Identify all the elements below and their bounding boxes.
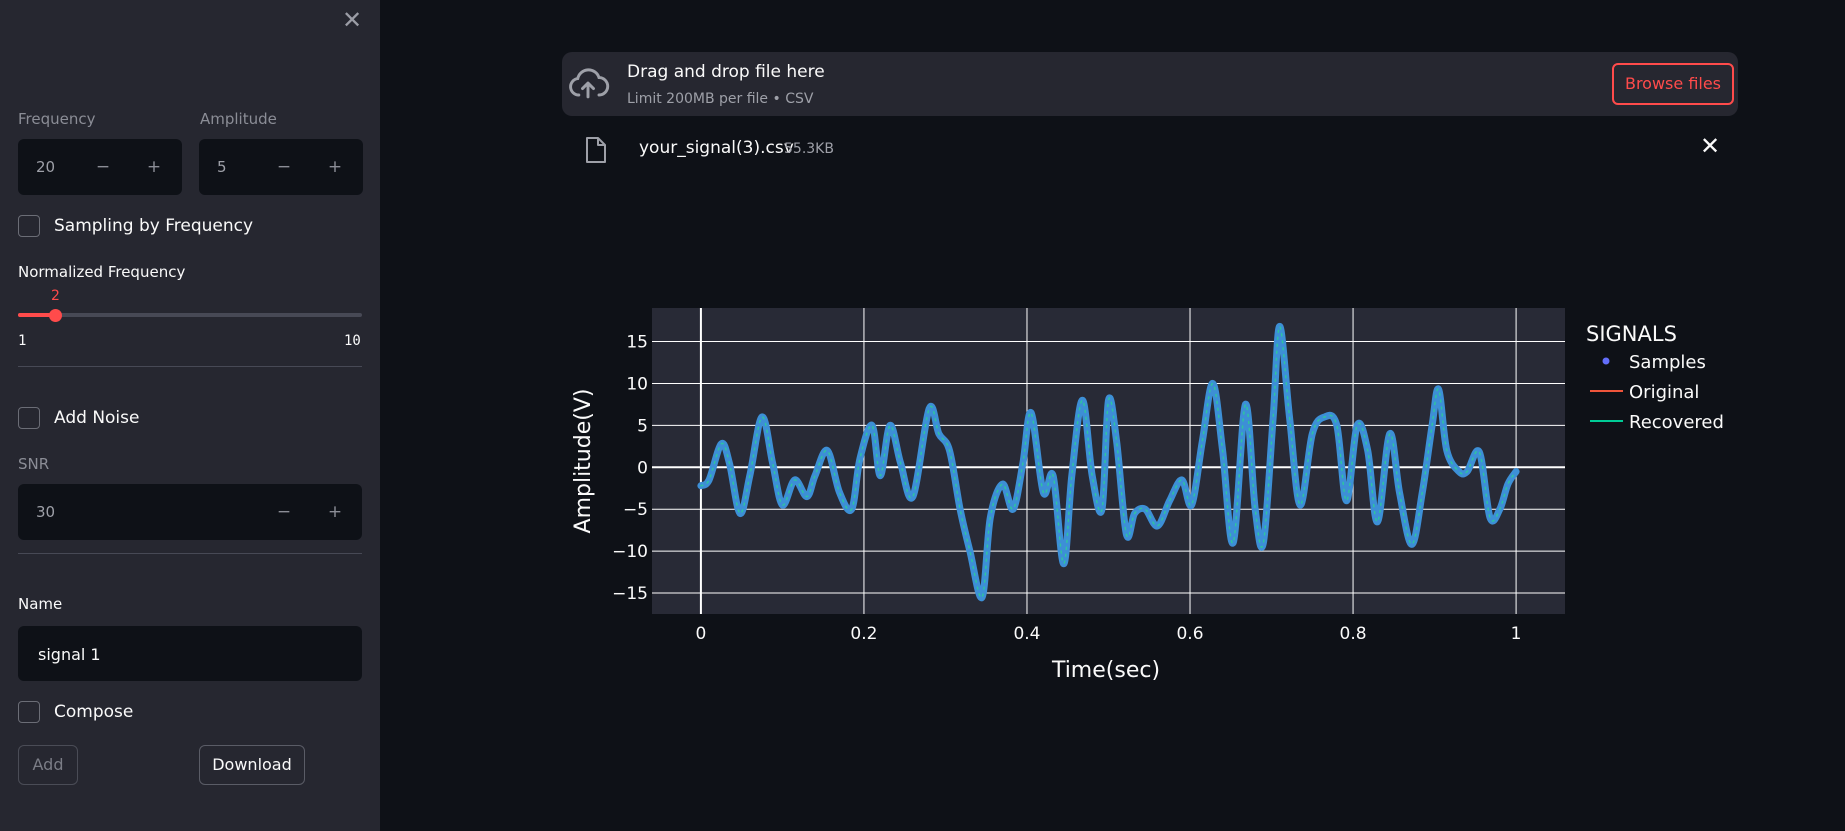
remove-file-icon[interactable]: ✕ xyxy=(1699,132,1721,160)
divider xyxy=(18,366,362,367)
x-tick-label: 0.8 xyxy=(1340,624,1367,644)
snr-increment-button[interactable]: + xyxy=(327,502,343,522)
y-tick-label: 5 xyxy=(637,416,648,436)
signal-chart[interactable]: 0 0.2 0.4 0.6 0.8 1 −15 −10 −5 0 5 10 15 Time(sec) A… xyxy=(560,290,1740,690)
download-button[interactable]: Download xyxy=(199,745,305,785)
divider xyxy=(18,553,362,554)
legend-title: SIGNALS xyxy=(1586,322,1677,346)
amplitude-increment-button[interactable]: + xyxy=(327,157,343,177)
uploader-title: Drag and drop file here xyxy=(627,62,825,82)
frequency-label: Frequency xyxy=(18,110,96,128)
uploaded-file-row: your_signal(3).csv 55.3KB ✕ xyxy=(562,128,1738,170)
legend: SIGNALS Samples Original Recovered xyxy=(1586,322,1724,433)
x-tick-label: 0.4 xyxy=(1013,624,1040,644)
normalized-frequency-min: 1 xyxy=(18,333,27,349)
amplitude-decrement-button[interactable]: − xyxy=(276,157,292,177)
snr-label: SNR xyxy=(18,455,50,473)
sampling-by-frequency-box[interactable] xyxy=(18,215,40,237)
y-tick-label: −10 xyxy=(612,542,648,562)
compose-box[interactable] xyxy=(18,701,40,723)
normalized-frequency-slider-track[interactable] xyxy=(18,313,362,317)
file-uploader-dropzone[interactable]: Drag and drop file here Limit 200MB per … xyxy=(562,52,1738,116)
add-button[interactable]: Add xyxy=(18,745,78,785)
uploaded-file-name: your_signal(3).csv xyxy=(639,138,794,158)
normalized-frequency-slider-thumb[interactable] xyxy=(49,309,62,322)
name-input[interactable] xyxy=(36,626,340,683)
y-axis-label: Amplitude(V) xyxy=(571,389,596,534)
amplitude-input[interactable]: 5 − + xyxy=(199,139,363,195)
y-tick-label: −15 xyxy=(612,584,648,604)
x-tick-label: 0.6 xyxy=(1176,624,1203,644)
x-tick-label: 1 xyxy=(1511,624,1522,644)
legend-original[interactable]: Original xyxy=(1629,382,1699,403)
amplitude-label: Amplitude xyxy=(200,110,277,128)
normalized-frequency-label: Normalized Frequency xyxy=(18,263,186,281)
browse-files-button[interactable]: Browse files xyxy=(1612,63,1734,105)
frequency-increment-button[interactable]: + xyxy=(146,157,162,177)
name-field[interactable] xyxy=(18,626,362,683)
normalized-frequency-slider-fill xyxy=(18,313,56,317)
uploaded-file-size: 55.3KB xyxy=(784,141,834,157)
normalized-frequency-max: 10 xyxy=(344,333,361,349)
add-noise-label: Add Noise xyxy=(54,408,140,428)
amplitude-value[interactable]: 5 xyxy=(217,158,227,176)
sampling-by-frequency-label: Sampling by Frequency xyxy=(54,216,254,236)
x-tick-label: 0 xyxy=(695,624,706,644)
snr-input[interactable]: 30 − + xyxy=(18,484,362,540)
frequency-input[interactable]: 20 − + xyxy=(18,139,182,195)
cloud-upload-icon xyxy=(569,68,610,99)
name-label: Name xyxy=(18,595,63,613)
legend-samples-marker xyxy=(1602,357,1610,365)
uploader-subtitle: Limit 200MB per file • CSV xyxy=(627,91,814,107)
frequency-decrement-button[interactable]: − xyxy=(95,157,111,177)
x-axis-label: Time(sec) xyxy=(1051,658,1160,683)
y-tick-label: −5 xyxy=(623,500,648,520)
tick-labels: 0 0.2 0.4 0.6 0.8 1 −15 −10 −5 0 5 10 15 xyxy=(612,333,1521,644)
snr-value[interactable]: 30 xyxy=(36,503,56,521)
legend-recovered[interactable]: Recovered xyxy=(1629,412,1724,433)
y-tick-label: 15 xyxy=(626,333,648,353)
compose-label: Compose xyxy=(54,702,134,722)
y-tick-label: 0 xyxy=(637,458,648,478)
sidebar: ✕ Frequency 20 − + Amplitude 5 − + Sampl… xyxy=(0,0,380,831)
close-sidebar-icon[interactable]: ✕ xyxy=(341,6,363,34)
recovered-signal-line xyxy=(700,325,1517,599)
normalized-frequency-value: 2 xyxy=(51,288,60,304)
frequency-value[interactable]: 20 xyxy=(36,158,56,176)
snr-decrement-button[interactable]: − xyxy=(276,502,292,522)
add-noise-box[interactable] xyxy=(18,407,40,429)
legend-samples[interactable]: Samples xyxy=(1629,352,1706,373)
y-tick-label: 10 xyxy=(626,374,648,394)
file-icon xyxy=(586,137,606,163)
x-tick-label: 0.2 xyxy=(850,624,877,644)
